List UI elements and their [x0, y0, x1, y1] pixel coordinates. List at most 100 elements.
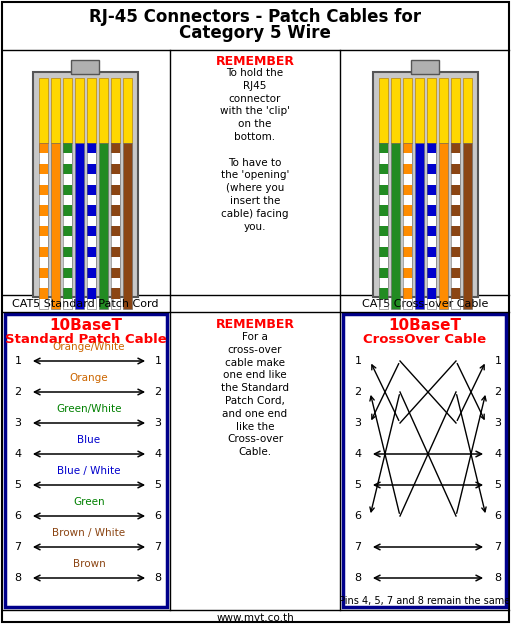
Bar — [411, 60, 439, 74]
Bar — [451, 143, 459, 309]
Bar — [62, 195, 72, 205]
Bar — [86, 288, 96, 299]
Bar — [451, 268, 459, 278]
Text: www.mvt.co.th: www.mvt.co.th — [216, 613, 294, 623]
Bar — [403, 185, 411, 195]
Bar — [86, 143, 96, 309]
Bar — [427, 143, 435, 309]
Bar — [75, 143, 83, 309]
Bar — [51, 78, 59, 143]
Text: 4: 4 — [495, 449, 502, 459]
Text: 6: 6 — [355, 511, 361, 521]
Bar — [379, 288, 387, 299]
Text: 3: 3 — [14, 418, 21, 428]
Bar — [379, 78, 387, 143]
Text: Category 5 Wire: Category 5 Wire — [179, 24, 331, 42]
Bar — [75, 78, 83, 143]
Bar — [62, 143, 72, 154]
Bar — [38, 236, 48, 246]
Bar — [86, 154, 96, 163]
Bar — [403, 195, 411, 205]
Bar — [427, 278, 435, 288]
Text: Green/White: Green/White — [56, 404, 122, 414]
Bar — [110, 299, 120, 309]
Bar — [38, 246, 48, 257]
Bar — [451, 299, 459, 309]
Text: REMEMBER: REMEMBER — [216, 318, 294, 331]
Bar — [379, 268, 387, 278]
Text: 10BaseT: 10BaseT — [388, 318, 461, 333]
Bar — [427, 174, 435, 185]
Bar — [427, 246, 435, 257]
Text: 5: 5 — [495, 480, 501, 490]
Bar — [86, 195, 96, 205]
Bar — [110, 236, 120, 246]
Bar — [403, 216, 411, 226]
Bar — [451, 278, 459, 288]
Text: 4: 4 — [14, 449, 21, 459]
Bar — [343, 314, 506, 607]
Text: 8: 8 — [154, 573, 161, 583]
Bar — [86, 299, 96, 309]
Bar — [390, 143, 400, 309]
Text: For a
cross-over
cable make
one end like
the Standard
Patch Cord,
and one end
li: For a cross-over cable make one end like… — [221, 332, 289, 457]
Bar — [427, 288, 435, 299]
Text: 7: 7 — [495, 542, 502, 552]
Bar — [62, 154, 72, 163]
Bar — [427, 236, 435, 246]
Bar — [38, 143, 48, 154]
Bar — [86, 143, 96, 154]
Bar — [379, 143, 387, 309]
Bar — [38, 288, 48, 299]
Text: 3: 3 — [495, 418, 501, 428]
Bar — [451, 205, 459, 216]
Text: Blue / White: Blue / White — [57, 466, 121, 476]
Bar — [110, 143, 120, 309]
Bar — [451, 246, 459, 257]
Bar — [71, 60, 99, 74]
Bar — [427, 195, 435, 205]
Bar — [110, 174, 120, 185]
Text: 2: 2 — [495, 387, 502, 397]
Text: 4: 4 — [355, 449, 362, 459]
Bar — [86, 78, 96, 143]
Bar — [38, 257, 48, 268]
Bar — [451, 174, 459, 185]
Bar — [427, 216, 435, 226]
Bar — [403, 278, 411, 288]
Bar — [62, 236, 72, 246]
Bar — [86, 163, 96, 174]
Bar — [38, 154, 48, 163]
Bar — [403, 163, 411, 174]
Bar — [86, 278, 96, 288]
Bar — [462, 78, 472, 143]
Text: CrossOver Cable: CrossOver Cable — [363, 333, 486, 346]
Bar — [110, 185, 120, 195]
Bar — [38, 78, 48, 143]
Bar — [62, 268, 72, 278]
Bar — [38, 205, 48, 216]
Bar — [451, 78, 459, 143]
Bar — [86, 174, 96, 185]
Bar — [110, 246, 120, 257]
Bar — [379, 205, 387, 216]
Bar — [62, 246, 72, 257]
Bar — [403, 154, 411, 163]
Text: 2: 2 — [154, 387, 161, 397]
Text: 2: 2 — [355, 387, 362, 397]
Bar — [427, 205, 435, 216]
Text: 5: 5 — [14, 480, 21, 490]
Text: Orange: Orange — [69, 373, 108, 383]
Bar — [403, 257, 411, 268]
Bar — [451, 226, 459, 236]
Text: 2: 2 — [14, 387, 21, 397]
Bar — [110, 278, 120, 288]
Bar — [110, 268, 120, 278]
Bar — [438, 143, 448, 309]
Bar — [403, 226, 411, 236]
Bar — [427, 154, 435, 163]
Text: 8: 8 — [495, 573, 502, 583]
Bar — [86, 185, 96, 195]
Text: 5: 5 — [355, 480, 361, 490]
Text: Orange/White: Orange/White — [53, 342, 125, 352]
